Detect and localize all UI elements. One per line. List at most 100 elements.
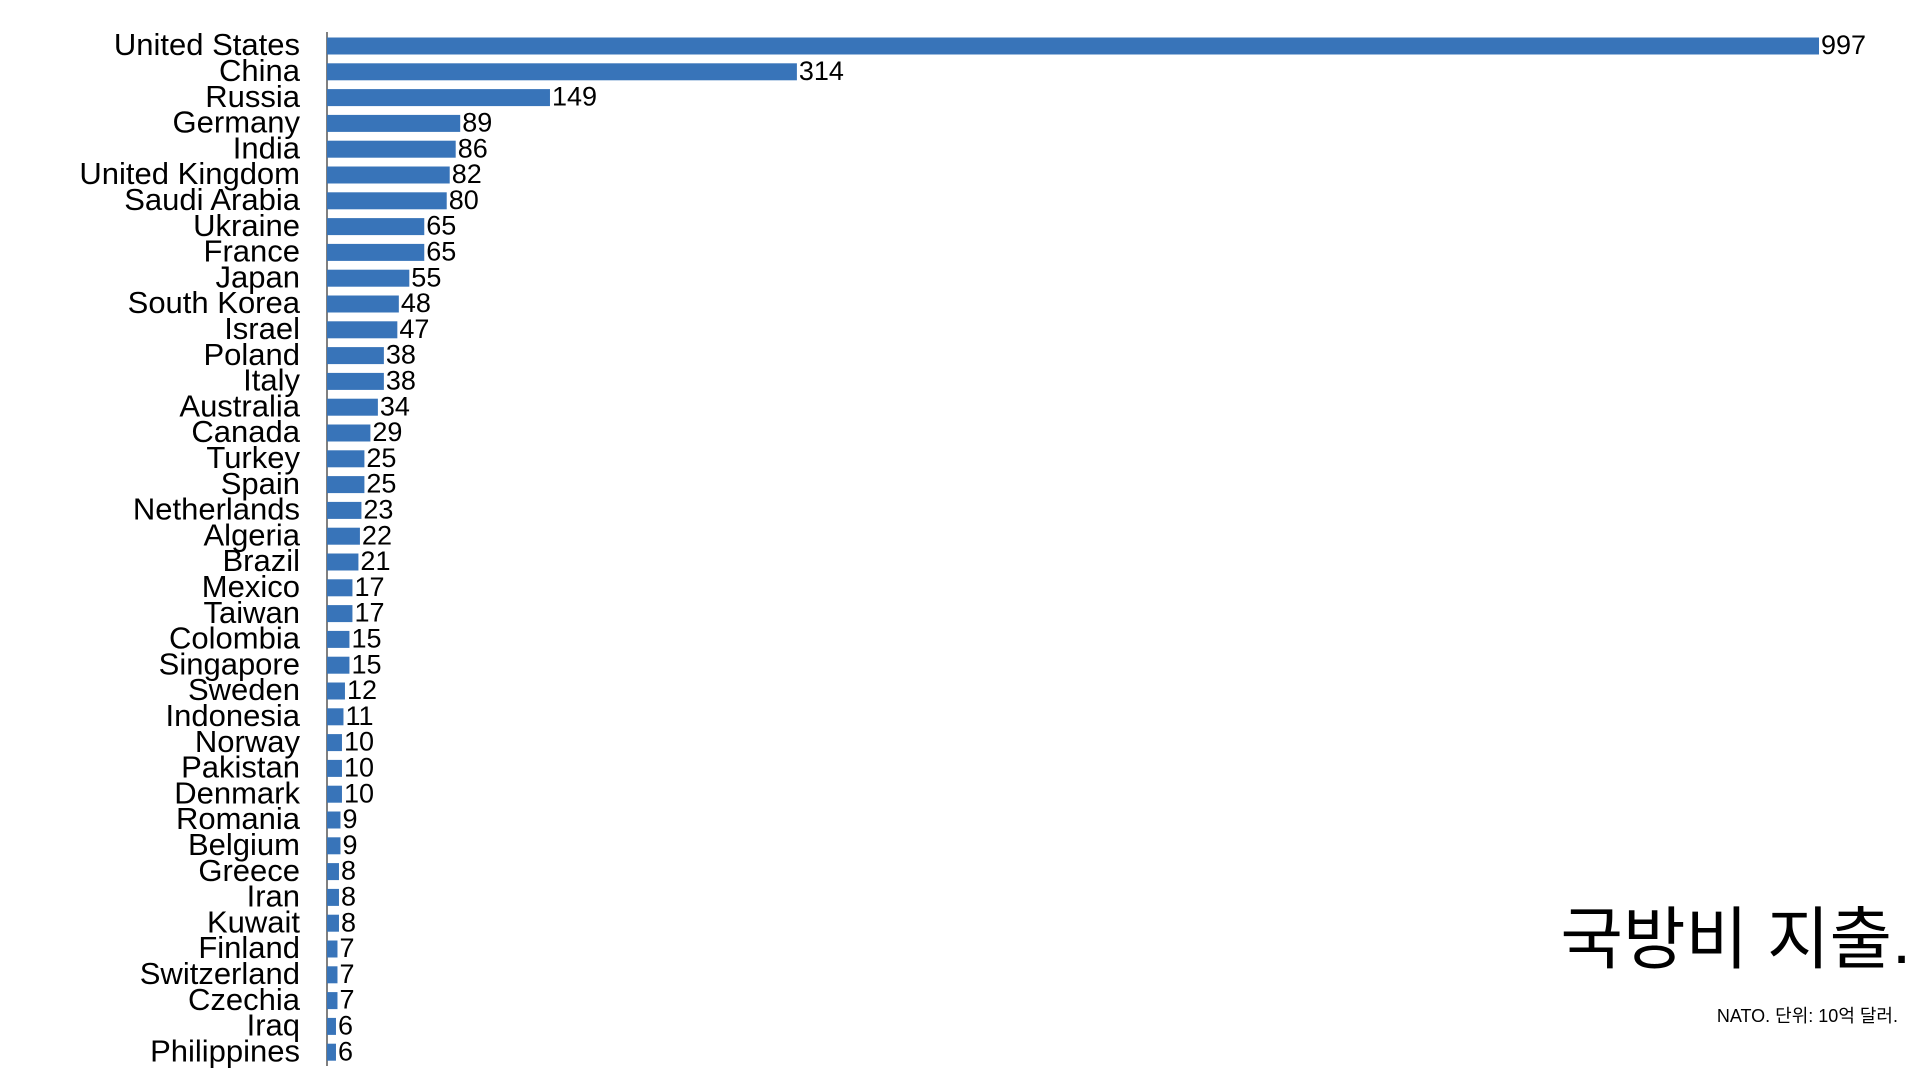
y-tick-label: Switzerland <box>140 956 300 991</box>
bar <box>327 89 550 107</box>
bar <box>327 63 797 81</box>
value-label: 25 <box>366 469 396 499</box>
bar <box>327 734 342 752</box>
value-label: 8 <box>341 882 356 912</box>
y-tick-label: Romania <box>176 801 301 836</box>
y-tick-label: Singapore <box>159 646 300 681</box>
bar <box>327 1043 336 1061</box>
value-label: 10 <box>344 778 374 808</box>
y-tick-label: Belgium <box>188 827 300 862</box>
value-label: 38 <box>386 366 416 396</box>
bar <box>327 992 338 1010</box>
bar <box>327 476 365 494</box>
y-tick-label: Spain <box>221 466 300 501</box>
value-label: 7 <box>339 959 354 989</box>
y-tick-label: Poland <box>203 337 300 372</box>
value-label: 17 <box>354 572 384 602</box>
y-tick-label: Australia <box>179 388 300 423</box>
y-tick-label: Saudi Arabia <box>124 182 301 217</box>
y-tick-label: India <box>233 130 301 165</box>
y-tick-label: France <box>204 234 300 269</box>
value-label: 15 <box>351 624 381 654</box>
value-label: 47 <box>399 314 429 344</box>
y-tick-label: Russia <box>205 79 301 114</box>
value-label: 80 <box>449 185 479 215</box>
bar <box>327 708 344 726</box>
y-tick-label: Norway <box>195 724 301 759</box>
bar <box>327 682 345 700</box>
y-tick-label: Canada <box>191 414 300 449</box>
value-label: 21 <box>360 546 390 576</box>
bar <box>327 837 341 855</box>
y-tick-label: Czechia <box>188 982 301 1017</box>
value-label: 23 <box>363 495 393 525</box>
y-tick-label: Colombia <box>169 621 301 656</box>
y-tick-label: Iraq <box>247 1008 300 1043</box>
value-label: 9 <box>342 830 357 860</box>
value-label: 997 <box>1821 30 1866 60</box>
value-label: 34 <box>380 391 410 421</box>
value-label: 15 <box>351 649 381 679</box>
y-tick-label: Greece <box>198 853 300 888</box>
bar <box>327 630 350 648</box>
bar <box>327 321 398 339</box>
value-label: 86 <box>458 133 488 163</box>
value-label: 65 <box>426 237 456 267</box>
value-label: 6 <box>338 1011 353 1041</box>
bar <box>327 450 365 468</box>
bar <box>327 966 338 984</box>
y-tick-label: United Kingdom <box>79 156 300 191</box>
value-label: 12 <box>347 675 377 705</box>
y-tick-label: Brazil <box>222 543 300 578</box>
bar <box>327 759 342 777</box>
bar <box>327 888 339 906</box>
value-label: 10 <box>344 727 374 757</box>
y-tick-label: United States <box>114 27 300 62</box>
value-label: 17 <box>354 598 384 628</box>
y-tick-label: Denmark <box>174 775 300 810</box>
bar <box>327 501 362 519</box>
y-tick-label: Finland <box>198 930 300 965</box>
value-label: 55 <box>411 262 441 292</box>
bar <box>327 579 353 597</box>
bar <box>327 192 447 210</box>
y-tick-label: Kuwait <box>207 904 300 939</box>
bar <box>327 218 425 236</box>
bar <box>327 605 353 623</box>
bar <box>327 785 342 803</box>
y-tick-label: Israel <box>224 311 300 346</box>
value-label: 38 <box>386 340 416 370</box>
value-label: 22 <box>362 520 392 550</box>
y-tick-label: Iran <box>247 879 300 914</box>
value-label: 7 <box>339 933 354 963</box>
chart-subtitle: NATO. 단위: 10억 달러. <box>1717 1006 1898 1026</box>
chart-title: 국방비 지출. <box>1560 902 1911 978</box>
value-label: 11 <box>345 701 373 731</box>
bar <box>327 269 410 287</box>
y-tick-label: Taiwan <box>204 595 301 630</box>
y-tick-label: Germany <box>173 105 301 140</box>
value-label: 82 <box>452 159 482 189</box>
bar <box>327 1017 336 1035</box>
bar <box>327 424 371 442</box>
bar <box>327 863 339 881</box>
value-label: 9 <box>342 804 357 834</box>
bar <box>327 527 360 545</box>
y-tick-label: Indonesia <box>166 698 301 733</box>
bar <box>327 656 350 674</box>
bar <box>327 37 1819 55</box>
bar <box>327 347 384 365</box>
bar <box>327 940 338 958</box>
y-tick-label: Netherlands <box>133 492 300 527</box>
value-label: 314 <box>799 56 844 86</box>
y-tick-label: Turkey <box>206 440 300 475</box>
bar <box>327 398 378 416</box>
bar <box>327 140 456 158</box>
value-label: 65 <box>426 211 456 241</box>
y-tick-label: Algeria <box>204 517 301 552</box>
y-tick-label: Pakistan <box>181 750 300 785</box>
y-tick-label: Ukraine <box>193 208 300 243</box>
y-tick-label: Italy <box>243 363 300 398</box>
